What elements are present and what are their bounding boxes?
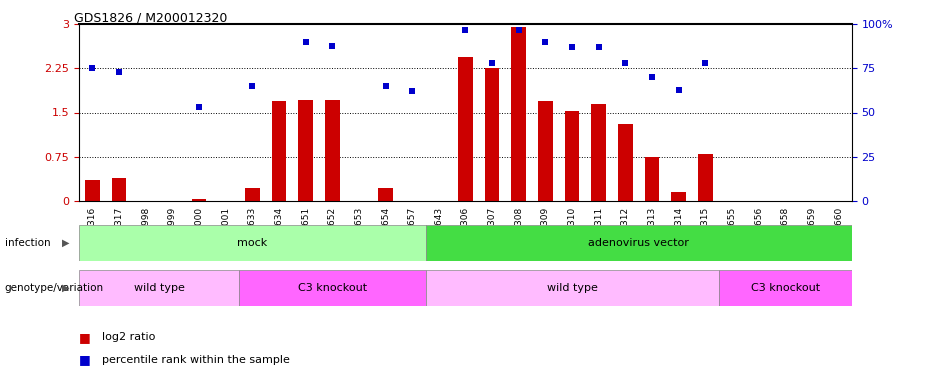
Point xyxy=(538,39,553,45)
Point xyxy=(192,104,207,110)
Text: ▶: ▶ xyxy=(62,283,70,293)
Bar xyxy=(79,270,239,306)
Point xyxy=(698,60,713,66)
Bar xyxy=(245,188,260,201)
Bar xyxy=(644,157,659,201)
Text: wild type: wild type xyxy=(134,283,184,293)
Bar xyxy=(325,100,340,201)
Bar xyxy=(298,100,313,201)
Bar xyxy=(79,225,425,261)
Bar xyxy=(458,57,473,201)
Bar xyxy=(272,101,287,201)
Bar xyxy=(719,270,852,306)
Text: log2 ratio: log2 ratio xyxy=(102,333,155,342)
Bar xyxy=(538,101,553,201)
Text: genotype/variation: genotype/variation xyxy=(5,283,103,293)
Point xyxy=(618,60,633,66)
Point xyxy=(378,83,393,89)
Text: infection: infection xyxy=(5,238,50,248)
Text: percentile rank within the sample: percentile rank within the sample xyxy=(102,355,290,365)
Bar xyxy=(112,178,127,201)
Bar xyxy=(378,188,393,201)
Point xyxy=(564,44,579,50)
Bar xyxy=(671,192,686,201)
Point xyxy=(245,83,260,89)
Point xyxy=(511,27,526,33)
Point xyxy=(112,69,127,75)
Bar xyxy=(425,270,719,306)
Bar xyxy=(192,199,207,201)
Bar xyxy=(425,225,852,261)
Text: adenovirus vector: adenovirus vector xyxy=(588,238,689,248)
Point xyxy=(485,60,500,66)
Text: GDS1826 / M200012320: GDS1826 / M200012320 xyxy=(74,11,228,24)
Bar xyxy=(485,68,499,201)
Bar xyxy=(511,27,526,201)
Text: C3 knockout: C3 knockout xyxy=(298,283,367,293)
Text: C3 knockout: C3 knockout xyxy=(750,283,820,293)
Point xyxy=(591,44,606,50)
Text: ■: ■ xyxy=(79,331,91,344)
Text: mock: mock xyxy=(237,238,267,248)
Bar xyxy=(565,111,579,201)
Text: ▶: ▶ xyxy=(62,238,70,248)
Point xyxy=(671,87,686,93)
Bar xyxy=(85,180,100,201)
Point xyxy=(644,74,659,80)
Bar xyxy=(239,270,425,306)
Bar xyxy=(698,154,712,201)
Bar xyxy=(618,124,633,201)
Text: ■: ■ xyxy=(79,354,91,366)
Text: wild type: wild type xyxy=(546,283,598,293)
Point xyxy=(325,42,340,48)
Point xyxy=(458,27,473,33)
Point xyxy=(298,39,313,45)
Point xyxy=(85,65,100,71)
Bar xyxy=(591,104,606,201)
Point xyxy=(405,88,420,94)
